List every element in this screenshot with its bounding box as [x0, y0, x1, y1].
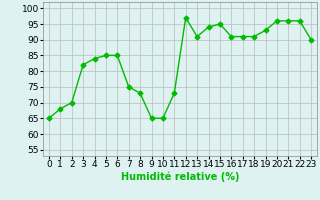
- X-axis label: Humidité relative (%): Humidité relative (%): [121, 172, 239, 182]
